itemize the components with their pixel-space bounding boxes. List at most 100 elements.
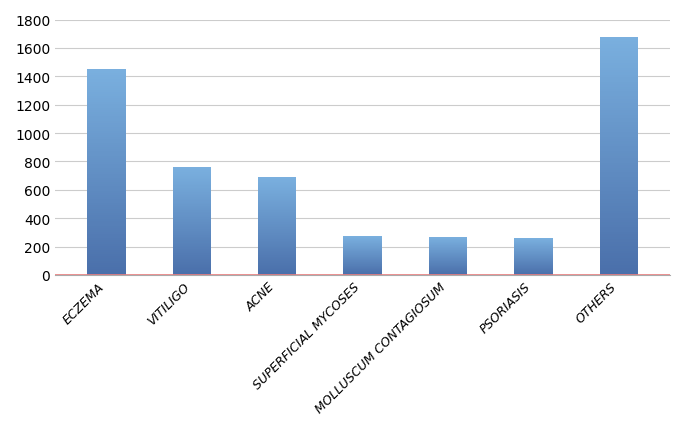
Bar <box>173 255 211 256</box>
Bar <box>173 242 211 243</box>
Bar <box>87 119 125 121</box>
Bar <box>87 171 125 172</box>
Bar <box>599 218 638 221</box>
Bar <box>258 274 297 275</box>
Bar <box>258 209 297 210</box>
Bar <box>173 252 211 253</box>
Bar <box>173 206 211 208</box>
Bar <box>258 221 297 222</box>
Bar <box>173 208 211 209</box>
Bar <box>87 150 125 152</box>
Bar <box>173 231 211 232</box>
Bar <box>173 232 211 233</box>
Bar <box>173 272 211 273</box>
Bar <box>599 204 638 206</box>
Bar <box>258 227 297 228</box>
Bar <box>173 264 211 266</box>
Bar <box>599 213 638 216</box>
Bar <box>599 263 638 266</box>
Bar <box>599 126 638 128</box>
Bar <box>87 189 125 191</box>
Bar <box>87 169 125 171</box>
Bar <box>599 194 638 197</box>
Bar <box>87 82 125 84</box>
Bar <box>258 199 297 200</box>
Bar <box>258 245 297 246</box>
Bar <box>258 225 297 227</box>
Bar <box>173 218 211 219</box>
Bar <box>599 114 638 116</box>
Bar <box>173 236 211 237</box>
Bar <box>87 86 125 89</box>
Bar <box>173 244 211 245</box>
Bar <box>87 243 125 245</box>
Bar <box>599 97 638 99</box>
Bar <box>258 241 297 242</box>
Bar <box>173 216 211 217</box>
Bar <box>258 271 297 272</box>
Bar <box>87 191 125 193</box>
Bar <box>599 180 638 182</box>
Bar <box>599 240 638 242</box>
Bar <box>258 206 297 207</box>
Bar <box>173 227 211 228</box>
Bar <box>173 223 211 224</box>
Bar <box>258 251 297 252</box>
Bar <box>173 212 211 213</box>
Bar <box>258 255 297 256</box>
Bar <box>87 160 125 163</box>
Bar <box>599 90 638 92</box>
Bar <box>173 203 211 204</box>
Bar <box>87 220 125 222</box>
Bar <box>173 247 211 249</box>
Bar <box>87 136 125 138</box>
Bar <box>87 103 125 105</box>
Bar <box>599 116 638 118</box>
Bar <box>258 178 297 180</box>
Bar <box>87 105 125 107</box>
Bar <box>599 163 638 166</box>
Bar <box>173 260 211 261</box>
Bar <box>87 117 125 119</box>
Bar <box>173 268 211 269</box>
Bar <box>599 140 638 142</box>
Bar <box>258 254 297 255</box>
Bar <box>173 217 211 218</box>
Bar <box>87 70 125 72</box>
Bar <box>87 238 125 240</box>
Bar <box>599 76 638 78</box>
Bar <box>173 224 211 225</box>
Bar <box>258 193 297 194</box>
Bar <box>87 245 125 246</box>
Bar <box>258 259 297 260</box>
Bar <box>87 183 125 185</box>
Bar <box>599 192 638 194</box>
Bar <box>173 237 211 238</box>
Bar <box>258 215 297 216</box>
Bar <box>599 252 638 254</box>
Bar <box>599 121 638 123</box>
Bar <box>173 200 211 201</box>
Bar <box>258 184 297 185</box>
Bar <box>87 201 125 203</box>
Bar <box>173 262 211 264</box>
Bar <box>87 175 125 177</box>
Bar <box>599 71 638 73</box>
Bar <box>258 204 297 205</box>
Bar <box>258 252 297 253</box>
Bar <box>173 215 211 216</box>
Bar <box>173 243 211 244</box>
Bar <box>599 152 638 154</box>
Bar <box>173 228 211 229</box>
Bar <box>173 177 211 178</box>
Bar <box>599 182 638 185</box>
Bar <box>87 181 125 183</box>
Bar <box>599 40 638 42</box>
Bar <box>599 61 638 64</box>
Bar <box>599 166 638 168</box>
Bar <box>599 142 638 144</box>
Bar <box>599 54 638 56</box>
Bar <box>599 190 638 192</box>
Bar <box>258 187 297 188</box>
Bar <box>599 185 638 187</box>
